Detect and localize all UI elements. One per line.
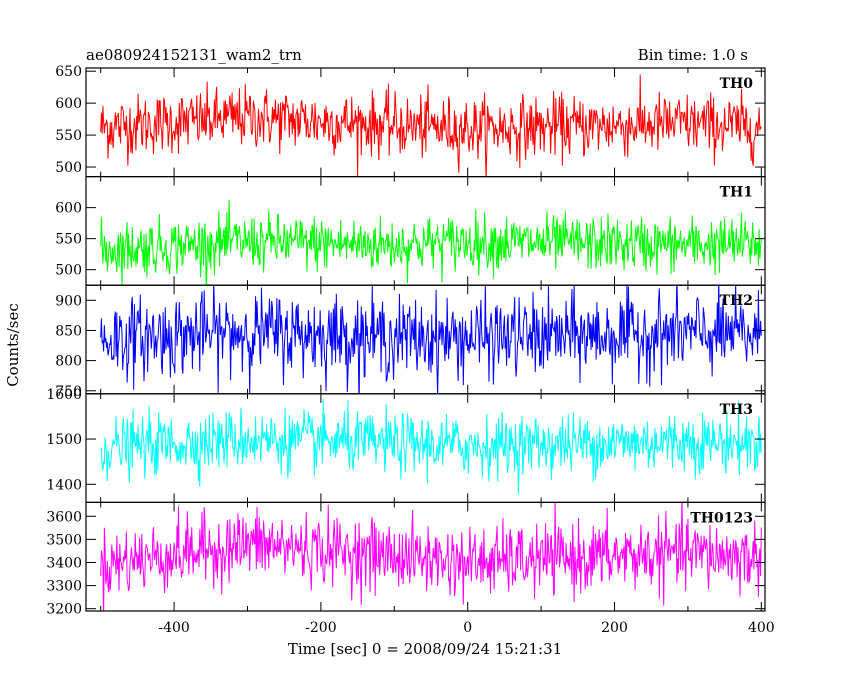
series-line-th0 xyxy=(100,74,762,177)
x-tick-label: 400 xyxy=(748,620,775,636)
series-line-th0123 xyxy=(100,502,762,611)
y-tick-label: 3400 xyxy=(46,555,82,571)
panel-label-th0: TH0 xyxy=(720,76,754,92)
chart-title: ae080924152131_wam2_trn xyxy=(86,46,302,64)
bin-time-label: Bin time: 1.0 s xyxy=(638,46,748,64)
y-tick-label: 3200 xyxy=(46,602,82,618)
y-tick-label: 500 xyxy=(55,160,82,176)
y-tick-label: 1600 xyxy=(46,387,82,403)
y-tick-label: 3500 xyxy=(46,532,82,548)
panel-label-th3: TH3 xyxy=(720,402,753,418)
y-tick-label: 550 xyxy=(55,128,82,144)
x-tick-label: 200 xyxy=(601,620,628,636)
panel-label-th1: TH1 xyxy=(720,185,753,201)
y-tick-label: 3600 xyxy=(46,509,82,525)
x-tick-label: -200 xyxy=(305,620,336,636)
series-line-th2 xyxy=(100,285,762,394)
y-tick-label: 800 xyxy=(55,354,82,370)
panel-th0123: 3200 3300 3400 3500 3600 TH0123 xyxy=(46,501,766,618)
x-axis-label: Time [sec] 0 = 2008/09/24 15:21:31 xyxy=(288,640,562,658)
y-tick-label: 1400 xyxy=(46,477,82,493)
series-line-th1 xyxy=(100,199,762,286)
x-tick-label: -400 xyxy=(158,620,189,636)
panel-th0: 500 550 600 650 TH0 xyxy=(55,64,766,178)
series-line-th3 xyxy=(100,398,762,495)
panel-frame xyxy=(85,501,766,612)
panels-group: 500 550 600 650 TH0 500 550 600 TH1 750 800 850 900 T… xyxy=(46,64,774,636)
y-tick-label: 650 xyxy=(55,64,82,80)
y-axis-label: Counts/sec xyxy=(4,303,22,387)
panel-th2: 750 800 850 900 TH2 xyxy=(55,284,766,400)
panel-th1: 500 550 600 TH1 xyxy=(55,176,766,286)
y-tick-label: 600 xyxy=(55,201,82,217)
y-tick-label: 3300 xyxy=(46,579,82,595)
y-tick-label: 600 xyxy=(55,96,82,112)
y-tick-label: 850 xyxy=(55,323,82,339)
panel-label-th0123: TH0123 xyxy=(690,510,753,526)
y-tick-label: 750 xyxy=(55,384,82,400)
panel-th3: 1400 1500 1600 TH3 xyxy=(46,387,766,503)
y-tick-label: 550 xyxy=(55,232,82,248)
y-tick-label: 1500 xyxy=(46,432,82,448)
y-tick-label: 500 xyxy=(55,263,82,279)
panel-label-th2: TH2 xyxy=(720,293,753,309)
y-tick-label: 900 xyxy=(55,293,82,309)
x-tick-label: 0 xyxy=(463,620,472,636)
